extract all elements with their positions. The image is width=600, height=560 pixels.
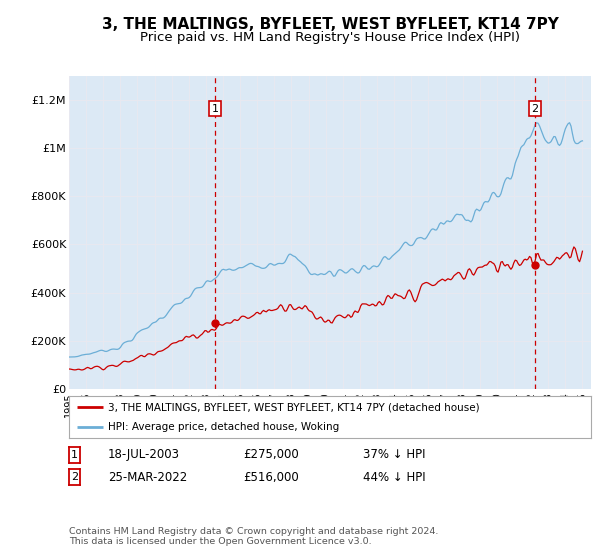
Text: Contains HM Land Registry data © Crown copyright and database right 2024.
This d: Contains HM Land Registry data © Crown c… (69, 526, 439, 546)
Text: 3, THE MALTINGS, BYFLEET, WEST BYFLEET, KT14 7PY (detached house): 3, THE MALTINGS, BYFLEET, WEST BYFLEET, … (108, 402, 480, 412)
Text: 18-JUL-2003: 18-JUL-2003 (108, 448, 180, 461)
Text: Price paid vs. HM Land Registry's House Price Index (HPI): Price paid vs. HM Land Registry's House … (140, 31, 520, 44)
Text: 37% ↓ HPI: 37% ↓ HPI (363, 448, 425, 461)
Text: HPI: Average price, detached house, Woking: HPI: Average price, detached house, Woki… (108, 422, 340, 432)
Text: 2: 2 (532, 104, 539, 114)
Text: £275,000: £275,000 (243, 448, 299, 461)
Text: 1: 1 (71, 450, 78, 460)
Text: 44% ↓ HPI: 44% ↓ HPI (363, 470, 425, 484)
Text: 1: 1 (212, 104, 218, 114)
Text: 25-MAR-2022: 25-MAR-2022 (108, 470, 187, 484)
Text: 2: 2 (71, 472, 78, 482)
Text: £516,000: £516,000 (243, 470, 299, 484)
Text: 3, THE MALTINGS, BYFLEET, WEST BYFLEET, KT14 7PY: 3, THE MALTINGS, BYFLEET, WEST BYFLEET, … (101, 17, 559, 32)
